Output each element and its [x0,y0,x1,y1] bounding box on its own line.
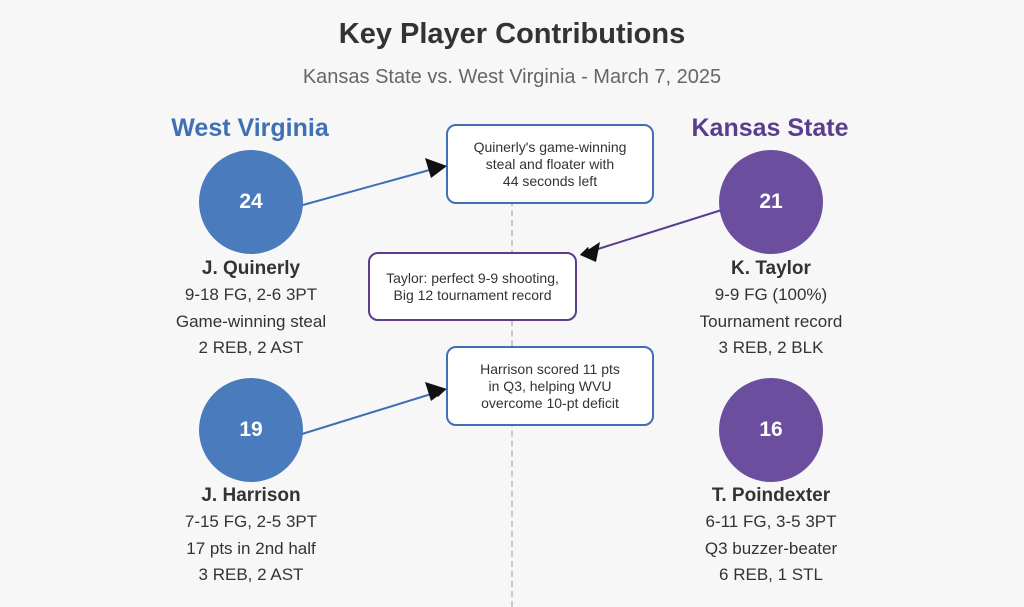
player-stat: 3 REB, 2 BLK [718,338,824,357]
player-name: K. Taylor [731,258,811,279]
arrow-taylor [580,207,729,257]
player-name: J. Harrison [201,485,301,506]
player-number-poindexter: 16 [719,378,823,482]
player-card-harrison: J. Harrison 7-15 FG, 2-5 3PT 17 pts in 2… [131,483,371,589]
player-name: T. Poindexter [711,485,831,506]
player-number-harrison: 19 [199,378,303,482]
callout-line: steal and floater with [485,155,615,172]
player-stat: 6-11 FG, 3-5 3PT [705,512,837,531]
team-label-kansas-state: Kansas State [691,114,849,142]
player-name: J. Quinerly [201,258,301,279]
callout-line: Big 12 tournament record [393,286,552,303]
callout-line: Taylor: perfect 9-9 shooting, [386,269,559,286]
callout-line: Harrison scored 11 pts [480,360,620,377]
player-number-taylor: 21 [719,150,823,254]
player-card-quinerly: J. Quinerly 9-18 FG, 2-6 3PT Game-winnin… [131,256,371,362]
player-stat: 6 REB, 1 STL [719,565,823,584]
player-number-quinerly: 24 [199,150,303,254]
page-title: Key Player Contributions [338,18,686,50]
arrow-harrison [301,387,446,435]
team-label-west-virginia: West Virginia [171,114,329,142]
callout-taylor: Taylor: perfect 9-9 shooting, Big 12 tou… [368,252,577,321]
player-stat: 9-18 FG, 2-6 3PT [184,285,318,304]
callout-line: in Q3, helping WVU [488,377,612,394]
player-stat: 3 REB, 2 AST [198,565,304,584]
arrow-quinerly [291,163,446,209]
player-stat: 9-9 FG (100%) [714,285,828,304]
callout-quinerly: Quinerly's game-winning steal and floate… [446,124,654,204]
page-subtitle: Kansas State vs. West Virginia - March 7… [302,66,722,88]
player-card-taylor: K. Taylor 9-9 FG (100%) Tournament recor… [651,256,891,362]
callout-line: Quinerly's game-winning [473,138,627,155]
player-stat: 2 REB, 2 AST [198,338,304,357]
player-stat: Game-winning steal [175,311,327,331]
callout-harrison: Harrison scored 11 pts in Q3, helping WV… [446,346,654,426]
player-stat: Q3 buzzer-beater [704,538,838,558]
player-card-poindexter: T. Poindexter 6-11 FG, 3-5 3PT Q3 buzzer… [651,483,891,589]
callout-line: 44 seconds left [502,172,598,189]
callout-line: overcome 10-pt deficit [481,394,619,411]
player-stat: 17 pts in 2nd half [186,538,316,558]
player-stat: 7-15 FG, 2-5 3PT [184,512,318,531]
player-stat: Tournament record [699,311,843,331]
